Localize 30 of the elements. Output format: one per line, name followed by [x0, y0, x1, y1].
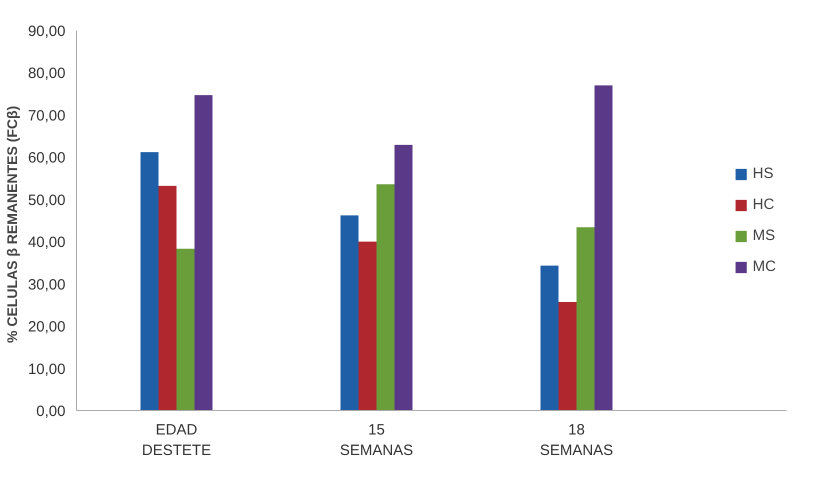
- bar: [140, 152, 158, 410]
- y-tick-label: 90,00: [28, 23, 66, 40]
- x-tick-label: 15 SEMANAS: [340, 422, 414, 459]
- y-tick-label: 30,00: [28, 276, 66, 294]
- legend-label: HS: [752, 165, 774, 182]
- bar: [158, 186, 176, 410]
- bar: [376, 184, 394, 410]
- legend-label: MC: [752, 258, 776, 275]
- bar: [558, 302, 576, 410]
- y-tick-label: 80,00: [28, 65, 66, 82]
- y-axis-title: % CELULAS β REMANENTES (FCβ): [4, 106, 20, 343]
- bar: [594, 85, 612, 410]
- bar: [540, 266, 558, 410]
- bar: [358, 242, 376, 410]
- y-tick-label: 40,00: [28, 234, 66, 252]
- y-tick-label: 10,00: [28, 360, 66, 378]
- bar: [340, 215, 358, 410]
- y-tick-label: 70,00: [28, 107, 66, 124]
- bar: [176, 248, 194, 410]
- x-tick-label: EDAD DESTETE: [142, 422, 212, 459]
- y-tick-label: 60,00: [28, 150, 66, 167]
- bar: [194, 95, 212, 410]
- bar: [394, 144, 412, 410]
- y-tick-label: 0,00: [36, 403, 66, 420]
- legend-label: MS: [752, 227, 776, 244]
- y-tick-label: 50,00: [28, 192, 66, 209]
- y-tick-label: 20,00: [28, 318, 66, 336]
- legend-label: HC: [752, 196, 774, 213]
- x-tick-label: 18 SEMANAS: [540, 422, 614, 459]
- bar: [576, 227, 594, 410]
